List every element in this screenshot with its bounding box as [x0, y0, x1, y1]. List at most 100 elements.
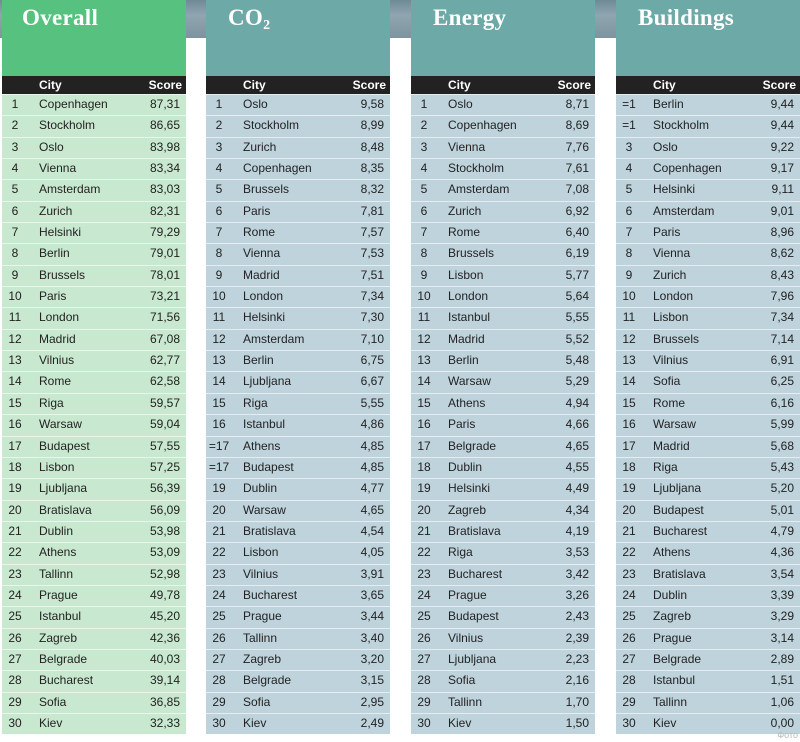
row-score: 67,08 — [149, 331, 180, 346]
row-score: 8,96 — [770, 225, 794, 240]
row-city: Brussels — [448, 246, 495, 261]
row-city: Warsaw — [448, 374, 491, 389]
row-divider — [616, 435, 800, 437]
row-divider — [2, 350, 186, 352]
row-city: Ljubljana — [243, 374, 292, 389]
row-score: 4,77 — [360, 481, 384, 496]
row-rank: 22 — [8, 545, 22, 560]
row-rank: 5 — [625, 182, 633, 197]
row-divider — [206, 606, 390, 608]
table-row: 8 Brussels 6,19 — [411, 243, 595, 265]
table-row: 10 Paris 73,21 — [2, 286, 186, 308]
row-city: Budapest — [243, 459, 294, 474]
table-row: 22 Riga 3,53 — [411, 542, 595, 564]
row-score: 32,33 — [149, 715, 180, 730]
row-rank: =17 — [208, 459, 230, 474]
row-rank: 13 — [417, 353, 431, 368]
row-score: 9,17 — [770, 161, 794, 176]
row-score: 3,54 — [770, 566, 794, 581]
row-score: 4,36 — [770, 545, 794, 560]
row-score: 53,98 — [149, 523, 180, 538]
row-divider — [2, 456, 186, 458]
column-header: City Score — [616, 76, 800, 94]
row-score: 3,42 — [565, 566, 589, 581]
table-row: 28 Bucharest 39,14 — [2, 670, 186, 692]
table-body: 1 Copenhagen 87,31 2 Stockholm 86,65 3 Oslo 83,9… — [2, 94, 186, 735]
column-header: City Score — [411, 76, 595, 94]
row-score: 5,29 — [565, 374, 589, 389]
table-row: 3 Oslo 9,22 — [616, 136, 800, 159]
row-rank: 20 — [622, 502, 636, 517]
row-score: 8,71 — [565, 97, 589, 111]
row-divider — [616, 115, 800, 117]
table-row: 20 Budapest 5,01 — [616, 499, 800, 521]
panel-title-text: CO — [228, 5, 264, 30]
row-rank: 30 — [417, 715, 431, 730]
row-score: 40,03 — [149, 651, 180, 666]
row-divider — [616, 542, 800, 544]
row-score: 8,99 — [360, 118, 384, 133]
row-score: 5,99 — [770, 417, 794, 432]
table-row: 25 Budapest 2,43 — [411, 606, 595, 628]
row-rank: 27 — [417, 651, 431, 666]
row-divider — [616, 563, 800, 565]
table-row: 21 Bratislava 4,54 — [206, 520, 390, 543]
row-city: Prague — [653, 630, 692, 645]
row-rank: 2 — [215, 118, 223, 133]
table-row: 18 Lisbon 57,25 — [2, 456, 186, 479]
row-rank: 27 — [212, 651, 226, 666]
row-rank: 1 — [11, 97, 19, 111]
row-divider — [411, 328, 595, 330]
row-score: 3,65 — [360, 587, 384, 602]
table-row: 5 Amsterdam 7,08 — [411, 179, 595, 201]
table-row: 24 Dublin 3,39 — [616, 584, 800, 607]
panel-overall: Overall City Score 1 Copenhagen 87,31 2 Stockho… — [2, 0, 186, 737]
row-city: Lisbon — [39, 459, 75, 474]
table-row: 11 Lisbon 7,34 — [616, 307, 800, 329]
table-row: 9 Madrid 7,51 — [206, 264, 390, 287]
row-city: Amsterdam — [653, 203, 715, 218]
row-city: Riga — [653, 459, 678, 474]
row-divider — [411, 520, 595, 522]
row-score: 4,05 — [360, 545, 384, 560]
row-rank: 19 — [212, 481, 226, 496]
row-city: Athens — [39, 545, 77, 560]
row-divider — [206, 115, 390, 117]
panel-title: CO2 — [228, 5, 270, 34]
table-row: 23 Bucharest 3,42 — [411, 563, 595, 585]
row-city: Vilnius — [448, 630, 484, 645]
row-divider — [206, 392, 390, 394]
row-divider — [206, 478, 390, 480]
table-row: 16 Warsaw 59,04 — [2, 414, 186, 436]
row-score: 6,75 — [360, 353, 384, 368]
row-rank: 15 — [622, 395, 636, 410]
row-score: 8,32 — [360, 182, 384, 197]
row-rank: 22 — [417, 545, 431, 560]
row-score: 4,85 — [360, 438, 384, 453]
row-score: 4,66 — [565, 417, 589, 432]
row-score: 4,86 — [360, 417, 384, 432]
row-score: 45,20 — [149, 609, 180, 624]
table-row: 18 Riga 5,43 — [616, 456, 800, 479]
row-divider — [206, 456, 390, 458]
panel-title: Energy — [433, 5, 506, 31]
row-rank: =1 — [622, 97, 636, 111]
table-body: 1 Oslo 8,71 2 Copenhagen 8,69 3 Vienna 7,76 4 Stoc… — [411, 94, 595, 735]
row-divider — [2, 606, 186, 608]
row-score: 9,01 — [770, 203, 794, 218]
table-row: 29 Sofia 2,95 — [206, 691, 390, 713]
row-divider — [411, 286, 595, 288]
row-score: 9,44 — [770, 97, 794, 111]
panel-buildings: Buildings City Score =1 Berlin 9,44 =1 Stockhol… — [616, 0, 800, 737]
row-rank: 8 — [215, 246, 223, 261]
row-rank: 12 — [417, 331, 431, 346]
row-rank: 28 — [622, 673, 636, 688]
row-rank: 16 — [8, 417, 22, 432]
row-score: 4,94 — [565, 395, 589, 410]
row-score: 71,56 — [149, 310, 180, 325]
row-divider — [411, 542, 595, 544]
row-divider — [411, 136, 595, 138]
row-divider — [616, 328, 800, 330]
row-divider — [206, 563, 390, 565]
row-divider — [2, 286, 186, 288]
